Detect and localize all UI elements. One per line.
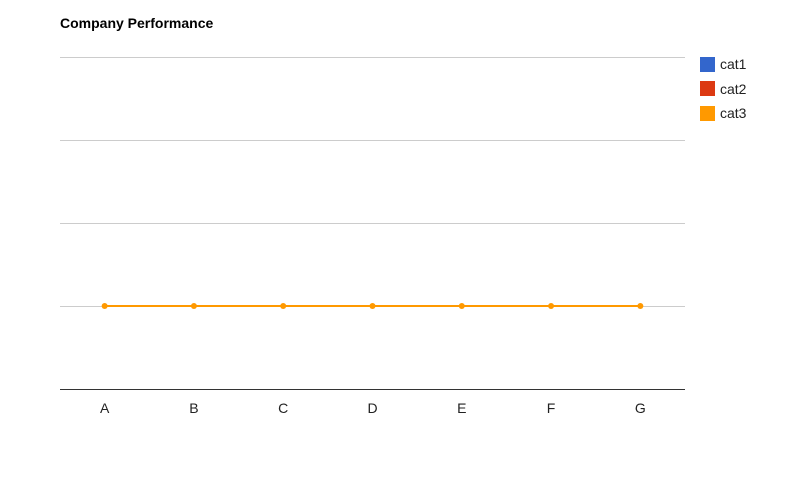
legend-swatch-cat3 [700, 105, 715, 121]
data-point-cat3 [637, 303, 644, 309]
legend-label-cat2: cat2 [720, 80, 747, 97]
x-tick-label: C [278, 400, 288, 416]
data-point-cat3 [458, 303, 465, 309]
data-point-cat3 [548, 303, 555, 309]
x-tick-label: A [100, 400, 110, 416]
legend-swatch-cat2 [700, 81, 715, 96]
x-tick-label: G [635, 400, 646, 416]
legend-label-cat1: cat1 [720, 56, 747, 72]
legend: cat1 cat2 cat3 [700, 56, 746, 130]
data-point-cat3 [190, 303, 197, 309]
data-point-cat3 [369, 303, 376, 309]
data-point-cat3 [101, 303, 108, 309]
chart-title: Company Performance [60, 15, 214, 31]
x-tick-label: B [189, 400, 198, 416]
x-tick-label: E [457, 400, 466, 416]
legend-swatch-cat1 [700, 56, 715, 72]
x-tick-label: D [367, 400, 377, 416]
legend-item-cat1[interactable]: cat1 [700, 56, 746, 72]
legend-item-cat2[interactable]: cat2 [700, 81, 746, 97]
data-point-cat3 [280, 303, 287, 309]
legend-label-cat3: cat3 [720, 105, 747, 121]
x-tick-label: F [547, 400, 556, 416]
legend-item-cat3[interactable]: cat3 [700, 105, 746, 121]
